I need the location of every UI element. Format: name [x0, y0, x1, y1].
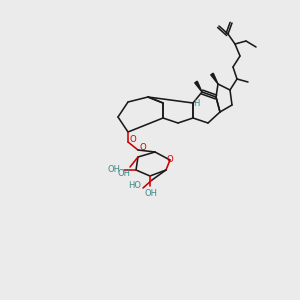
Text: O: O [130, 136, 136, 145]
Text: O: O [140, 143, 146, 152]
Text: OH: OH [107, 164, 121, 173]
Text: H: H [193, 98, 199, 107]
Text: O: O [167, 155, 173, 164]
Text: OH: OH [118, 169, 130, 178]
Text: HO: HO [128, 182, 142, 190]
Polygon shape [195, 81, 202, 92]
Polygon shape [211, 73, 218, 84]
Text: OH: OH [145, 190, 158, 199]
